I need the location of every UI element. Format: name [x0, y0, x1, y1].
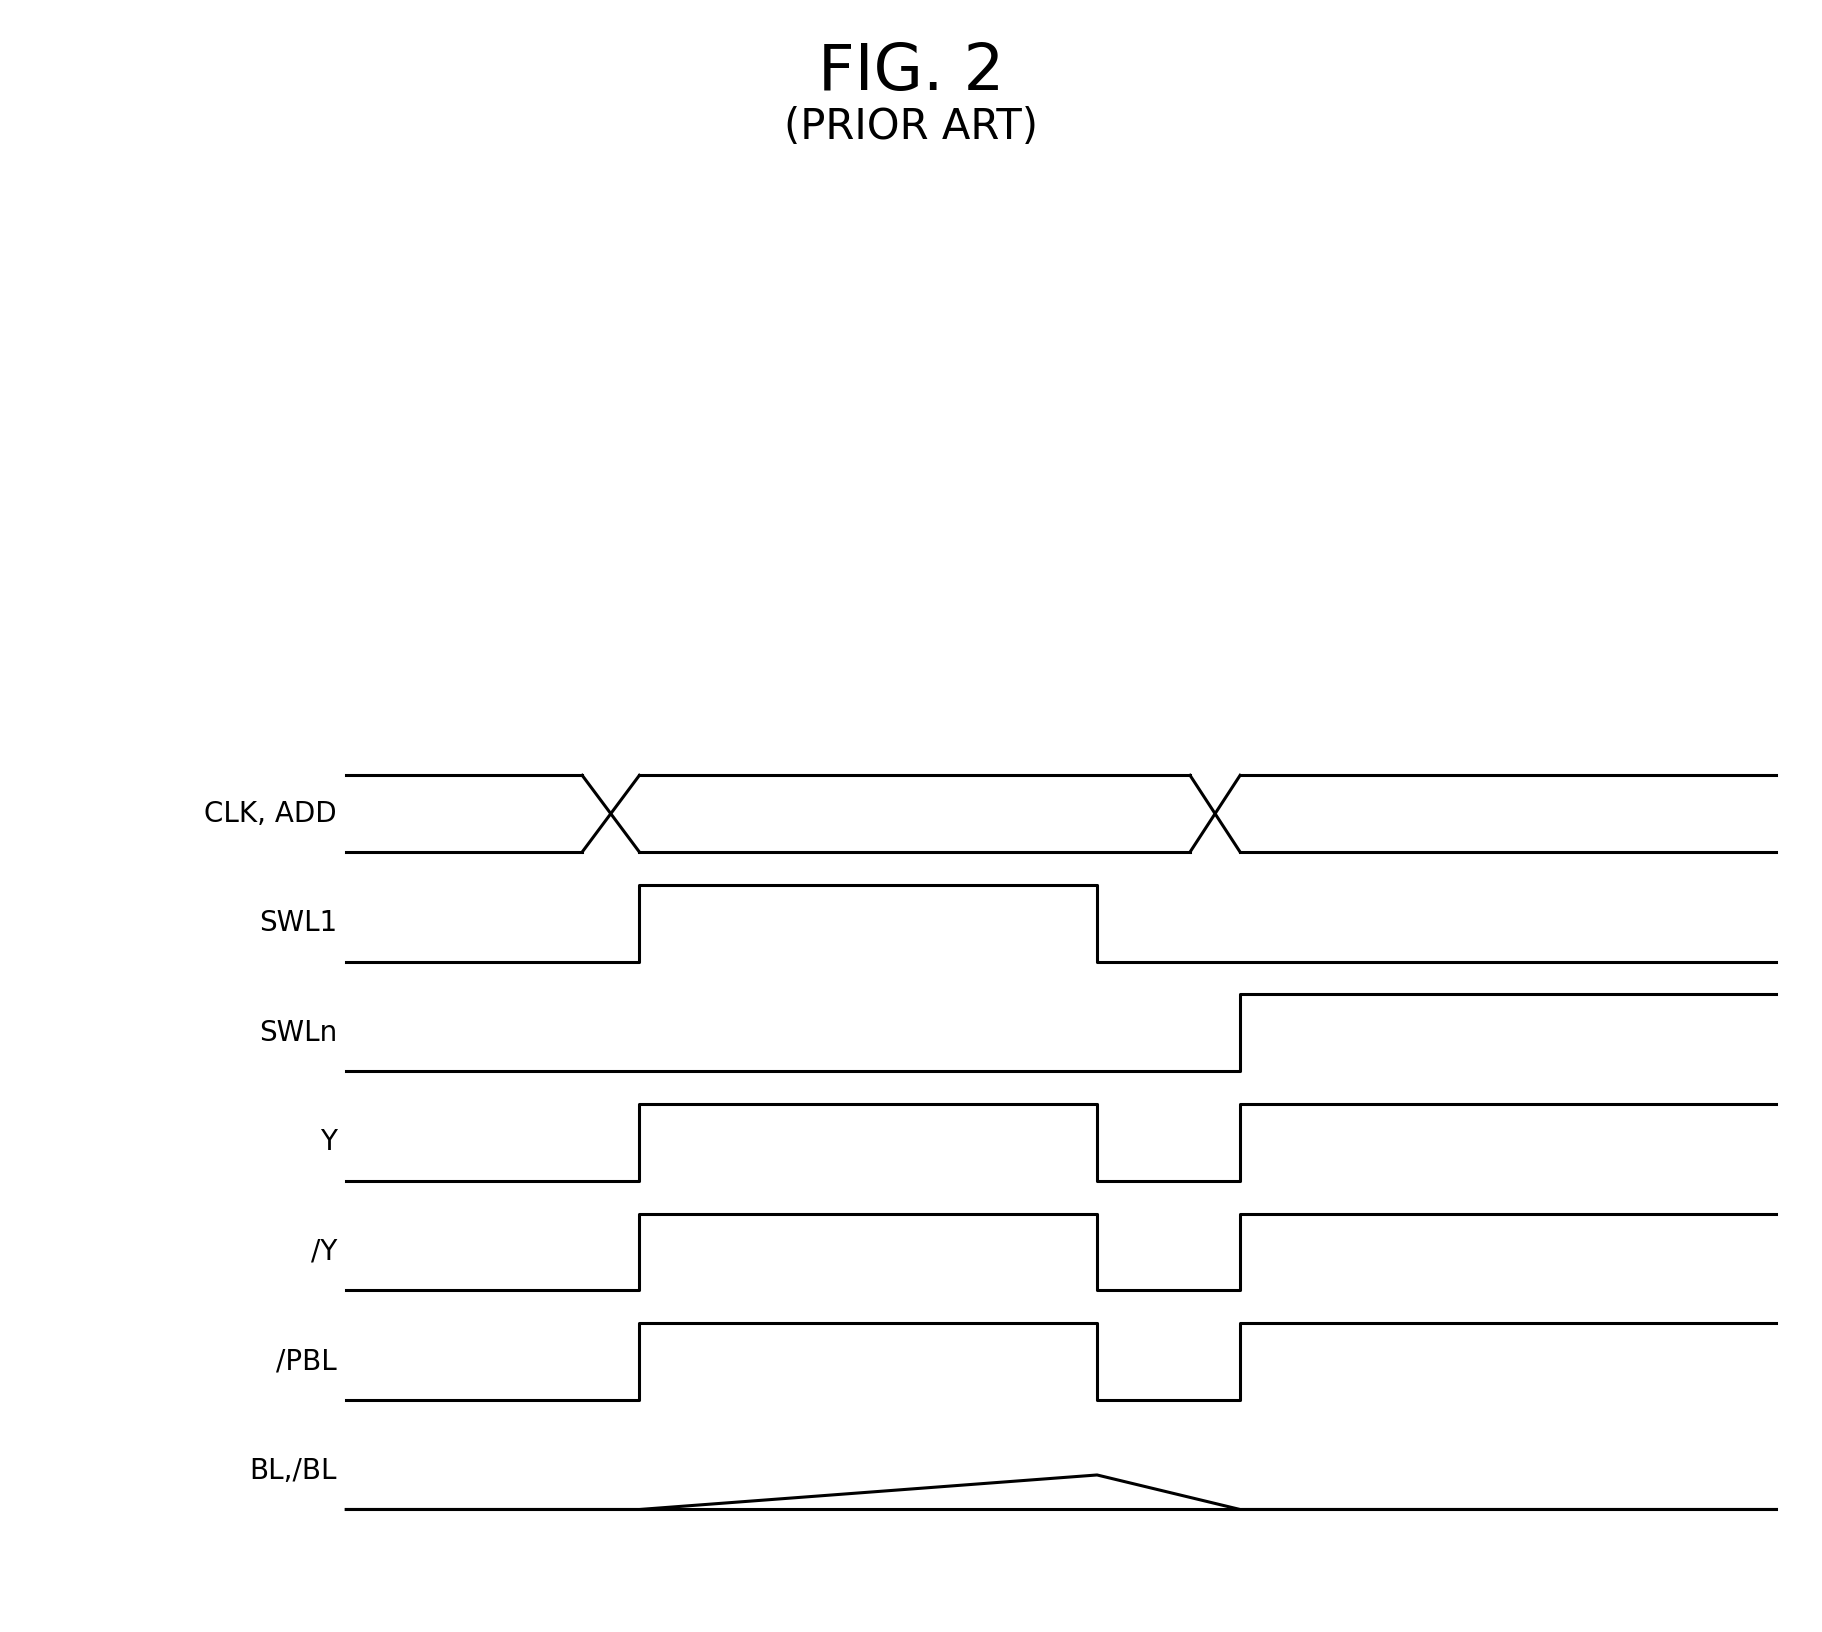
- Text: BL,/BL: BL,/BL: [250, 1457, 337, 1485]
- Text: FIG. 2: FIG. 2: [818, 41, 1004, 103]
- Text: /Y: /Y: [312, 1239, 337, 1266]
- Text: /PBL: /PBL: [277, 1348, 337, 1376]
- Text: SWL1: SWL1: [259, 909, 337, 937]
- Text: CLK, ADD: CLK, ADD: [204, 800, 337, 827]
- Text: (PRIOR ART): (PRIOR ART): [783, 106, 1039, 149]
- Text: SWLn: SWLn: [259, 1018, 337, 1046]
- Text: Y: Y: [321, 1128, 337, 1157]
